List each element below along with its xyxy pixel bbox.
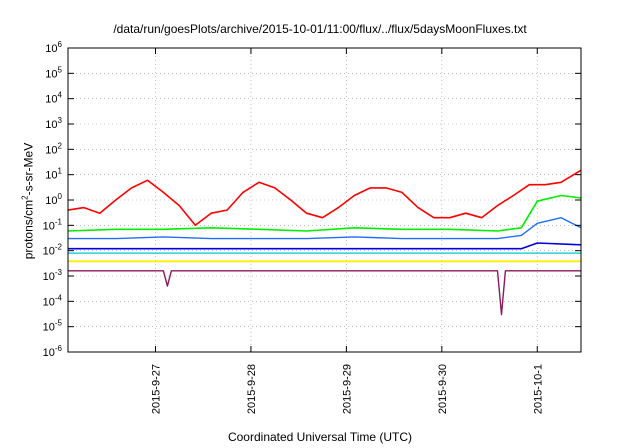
series-line-7 (68, 270, 581, 316)
y-tick-label: 10-4 (43, 293, 63, 308)
y-tick-label: 103 (45, 116, 62, 131)
y-tick-label: 106 (45, 40, 62, 55)
series-group (67, 169, 582, 316)
x-tick-label: 2015-10-1 (532, 364, 544, 414)
y-tick-label: 10-2 (43, 243, 63, 258)
y-tick-label: 101 (45, 167, 62, 182)
y-tick-label: 10-3 (43, 268, 63, 283)
x-tick-label: 2015-9-30 (437, 364, 449, 414)
y-tick-label: 104 (45, 91, 62, 106)
grid (68, 48, 581, 352)
axes: 10-6 10-5 10-4 10-3 10-2 10-1 100 101 102 103 104 1… (43, 40, 581, 414)
y-tick-label: 10-1 (43, 217, 63, 232)
series-line-3 (68, 216, 582, 240)
series-line-2 (67, 194, 582, 232)
y-tick-label: 10-6 (43, 344, 63, 359)
series-line-1 (67, 169, 582, 227)
y-tick-label: 105 (45, 65, 62, 80)
x-tick-label: 2015-9-28 (246, 364, 258, 414)
chart-title: /data/run/goesPlots/archive/2015-10-01/1… (113, 22, 527, 36)
y-tick-label: 10-5 (43, 319, 63, 334)
x-tick-label: 2015-9-27 (150, 364, 162, 414)
y-tick-label: 100 (45, 192, 62, 207)
x-axis-label: Coordinated Universal Time (UTC) (227, 430, 413, 444)
x-tick-label: 2015-9-29 (341, 364, 353, 414)
y-tick-label: 102 (45, 141, 62, 156)
series-line-5 (68, 242, 582, 250)
